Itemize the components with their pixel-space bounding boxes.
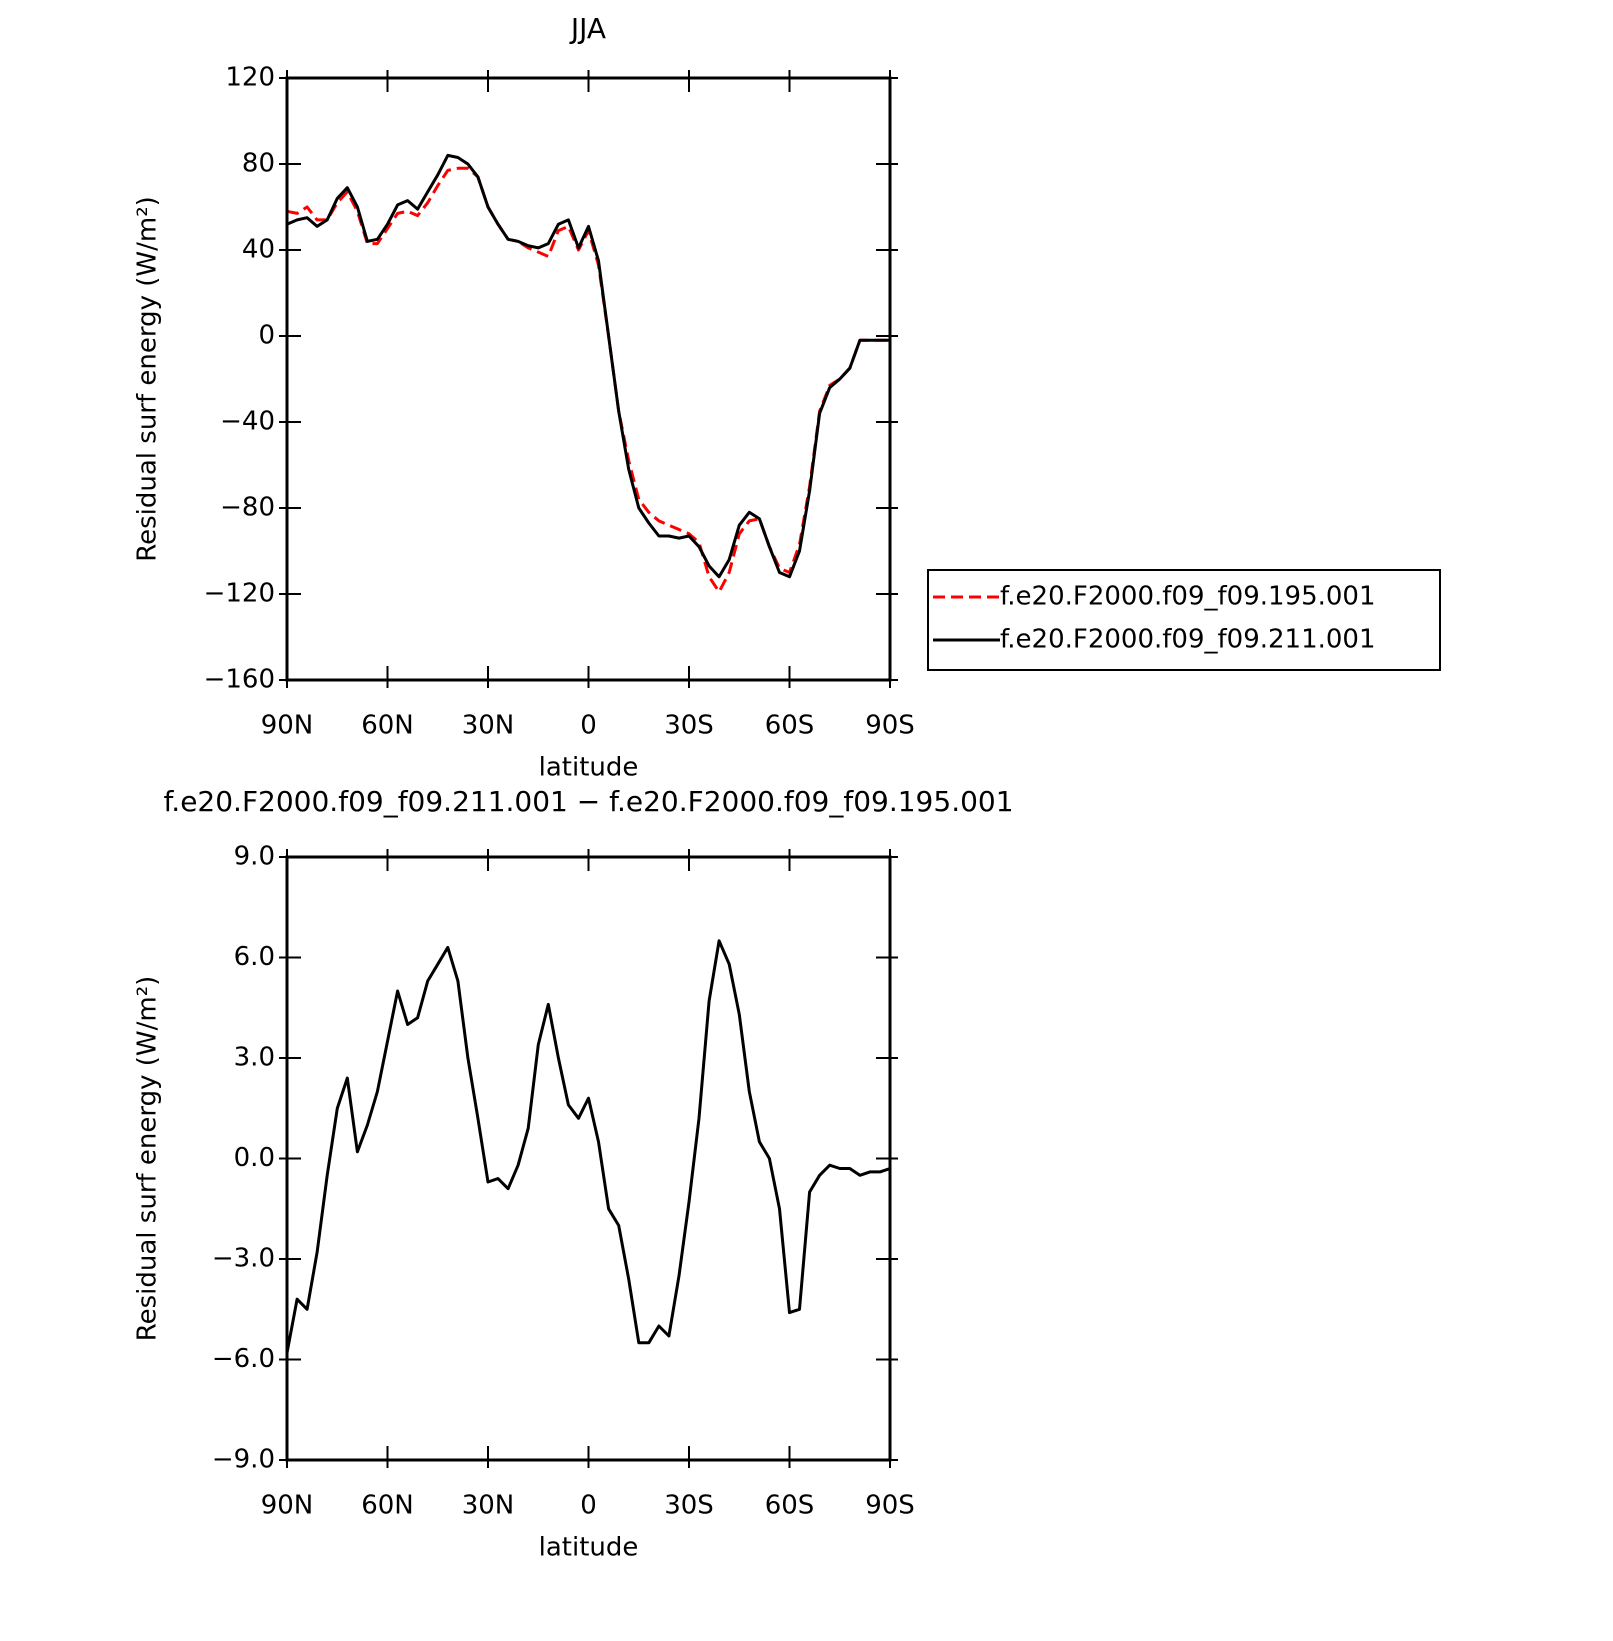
y-tick-label: −160 [204,665,275,695]
x-tick-label: 0 [580,1491,597,1521]
y-tick-label: −3.0 [212,1244,275,1274]
chart-title: JJA [569,12,606,45]
plot-frame [285,76,892,682]
y-tick-label: 0 [258,321,275,351]
x-axis-label: latitude [539,1533,639,1563]
data-line [285,939,891,1354]
legend-label: f.e20.F2000.f09_f09.195.001 [1000,582,1376,612]
x-tick-label: 60N [361,1491,414,1521]
x-tick-label: 90N [261,1491,314,1521]
y-tick-label: −9.0 [212,1445,275,1475]
x-tick-label: 30N [462,1491,515,1521]
data-line [286,166,890,594]
legend-box [927,569,1441,671]
x-tick-label: 90N [261,711,314,741]
x-tick-label: 30S [664,711,714,741]
x-tick-label: 30N [462,711,515,741]
y-tick-label: 40 [242,235,275,265]
plot-frame [285,855,892,1462]
x-tick-label: 90S [865,711,915,741]
x-tick-label: 60S [765,711,815,741]
y-axis-label: Residual surf energy (W/m²) [133,196,163,562]
y-tick-label: 3.0 [234,1043,275,1073]
y-tick-label: 80 [242,149,275,179]
y-tick-label: 9.0 [234,842,275,872]
legend-label: f.e20.F2000.f09_f09.211.001 [1000,625,1376,655]
x-tick-label: 30S [664,1491,714,1521]
y-tick-label: 6.0 [234,942,275,972]
y-tick-label: −80 [220,493,275,523]
x-tick-label: 60N [361,711,414,741]
x-tick-label: 90S [865,1491,915,1521]
y-tick-label: −40 [220,407,275,437]
y-tick-label: −6.0 [212,1344,275,1374]
x-tick-label: 0 [580,711,597,741]
y-tick-label: −120 [204,579,275,609]
y-tick-label: 120 [225,63,275,93]
y-axis-label: Residual surf energy (W/m²) [133,976,163,1342]
y-tick-label: 0.0 [234,1143,275,1173]
data-line [286,153,890,579]
chart-title: f.e20.F2000.f09_f09.211.001 − f.e20.F200… [163,785,1013,818]
x-axis-label: latitude [539,753,639,783]
x-tick-label: 60S [765,1491,815,1521]
